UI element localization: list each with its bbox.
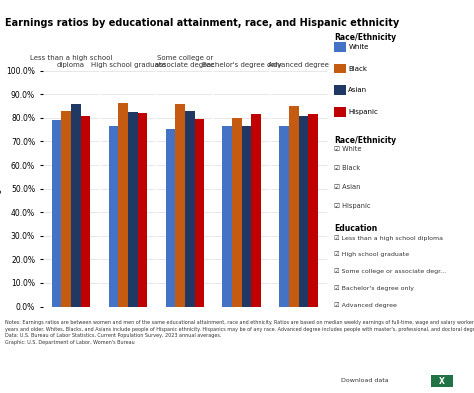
Bar	[118, 103, 128, 307]
Text: Race/Ethnicity: Race/Ethnicity	[334, 136, 396, 145]
Bar	[62, 111, 71, 307]
Text: Notes: Earnings ratios are between women and men of the same educational attainm: Notes: Earnings ratios are between women…	[5, 320, 474, 345]
Bar	[165, 129, 175, 307]
Text: Race/Ethnicity: Race/Ethnicity	[334, 33, 396, 42]
Bar	[109, 126, 118, 307]
Text: Asian: Asian	[348, 87, 367, 94]
Bar	[71, 104, 81, 307]
Text: ☑ Hispanic: ☑ Hispanic	[334, 203, 371, 209]
Text: ☑ White: ☑ White	[334, 146, 362, 152]
Text: Download data: Download data	[341, 378, 389, 383]
Bar	[128, 112, 137, 307]
Text: ☑ High school graduate: ☑ High school graduate	[334, 252, 409, 257]
Bar	[242, 126, 251, 307]
Y-axis label: Earnings ratios: Earnings ratios	[0, 160, 2, 218]
Bar	[137, 113, 147, 307]
Bar	[308, 114, 318, 307]
Bar	[289, 106, 299, 307]
Bar	[251, 114, 261, 307]
Bar	[194, 119, 204, 307]
Text: Hispanic: Hispanic	[348, 109, 378, 115]
Text: Education: Education	[334, 224, 377, 233]
Bar	[81, 116, 91, 307]
Text: ☑ Bachelor's degree only: ☑ Bachelor's degree only	[334, 286, 414, 291]
Bar	[222, 126, 232, 307]
Text: ☑ Asian: ☑ Asian	[334, 184, 361, 190]
Text: Black: Black	[348, 66, 367, 72]
Text: ☑ Advanced degree: ☑ Advanced degree	[334, 303, 397, 308]
Bar	[175, 104, 185, 307]
Text: ☑ Less than a high school diploma: ☑ Less than a high school diploma	[334, 235, 443, 241]
Bar	[232, 118, 242, 307]
Text: ☑ Black: ☑ Black	[334, 165, 360, 171]
Text: White: White	[348, 44, 369, 50]
Text: X: X	[439, 377, 445, 386]
Bar	[279, 126, 289, 307]
Text: ☑ Some college or associate degr...: ☑ Some college or associate degr...	[334, 269, 447, 274]
Bar	[52, 120, 62, 307]
Bar	[185, 111, 194, 307]
Bar	[299, 116, 308, 307]
Text: Earnings ratios by educational attainment, race, and Hispanic ethnicity: Earnings ratios by educational attainmen…	[5, 18, 399, 28]
